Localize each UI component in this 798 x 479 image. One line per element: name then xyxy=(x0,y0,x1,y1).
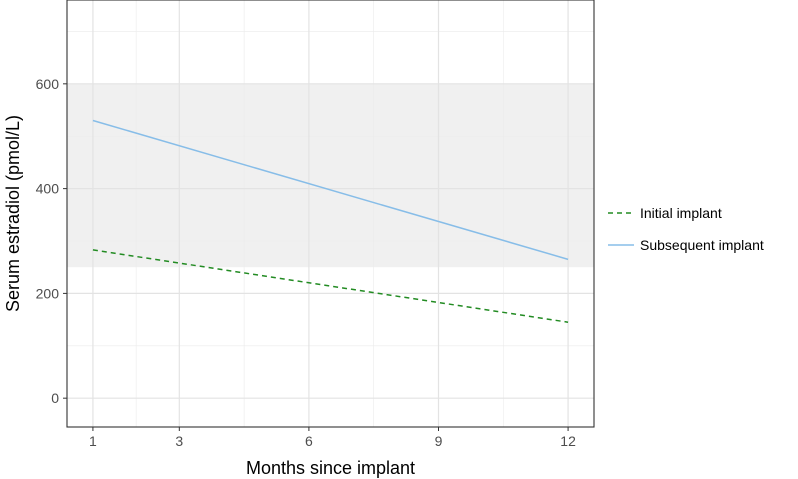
y-tick-label: 0 xyxy=(51,390,59,406)
y-axis: 0 200 400 600 xyxy=(36,76,67,406)
legend-label: Initial implant xyxy=(640,205,722,221)
y-tick-label: 200 xyxy=(36,285,60,301)
legend: Initial implant Subsequent implant xyxy=(608,205,764,253)
minor-gridlines xyxy=(67,0,594,427)
y-axis-title: Serum estradiol (pmol/L) xyxy=(3,115,23,312)
y-tick-label: 600 xyxy=(36,76,60,92)
series-line xyxy=(92,119,569,261)
x-tick-label: 6 xyxy=(305,433,313,449)
x-axis: 1 3 6 9 12 xyxy=(89,427,576,449)
x-axis-title: Months since implant xyxy=(246,458,415,478)
x-tick-label: 3 xyxy=(175,433,183,449)
series-line xyxy=(92,249,569,323)
plot-panel xyxy=(66,0,595,428)
major-gridlines xyxy=(67,0,594,427)
legend-label: Subsequent implant xyxy=(640,237,764,253)
x-tick-label: 9 xyxy=(435,433,443,449)
y-tick-label: 400 xyxy=(36,181,60,197)
x-tick-label: 12 xyxy=(560,433,576,449)
series-lines xyxy=(92,119,569,323)
reference-range-band xyxy=(67,83,594,268)
x-tick-label: 1 xyxy=(89,433,97,449)
plot-border xyxy=(66,0,595,428)
